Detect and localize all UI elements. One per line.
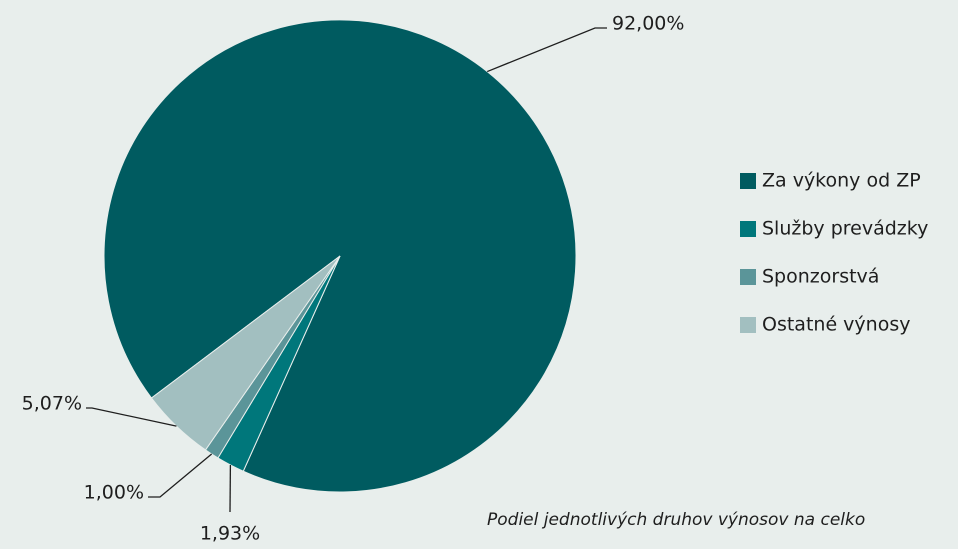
data-label: 5,07% (22, 393, 82, 415)
data-label: 1,93% (200, 523, 260, 545)
caption: Podiel jednotlivých druhov výnosov na ce… (487, 510, 865, 530)
legend-swatch (740, 317, 756, 333)
legend-swatch (740, 269, 756, 285)
legend-swatch (740, 221, 756, 237)
leader-line (486, 27, 607, 73)
pie-slice (150, 255, 341, 451)
legend-swatch (740, 173, 756, 189)
leader-line (86, 407, 177, 427)
data-label: 92,00% (612, 13, 684, 35)
leader-line (148, 453, 213, 498)
data-label: 1,00% (84, 482, 144, 504)
legend-label: Za výkony od ZP (762, 170, 921, 192)
legend-label: Ostatné výnosy (762, 314, 910, 336)
legend-label: Sponzorstvá (762, 266, 879, 288)
legend-label: Služby prevádzky (762, 218, 928, 240)
